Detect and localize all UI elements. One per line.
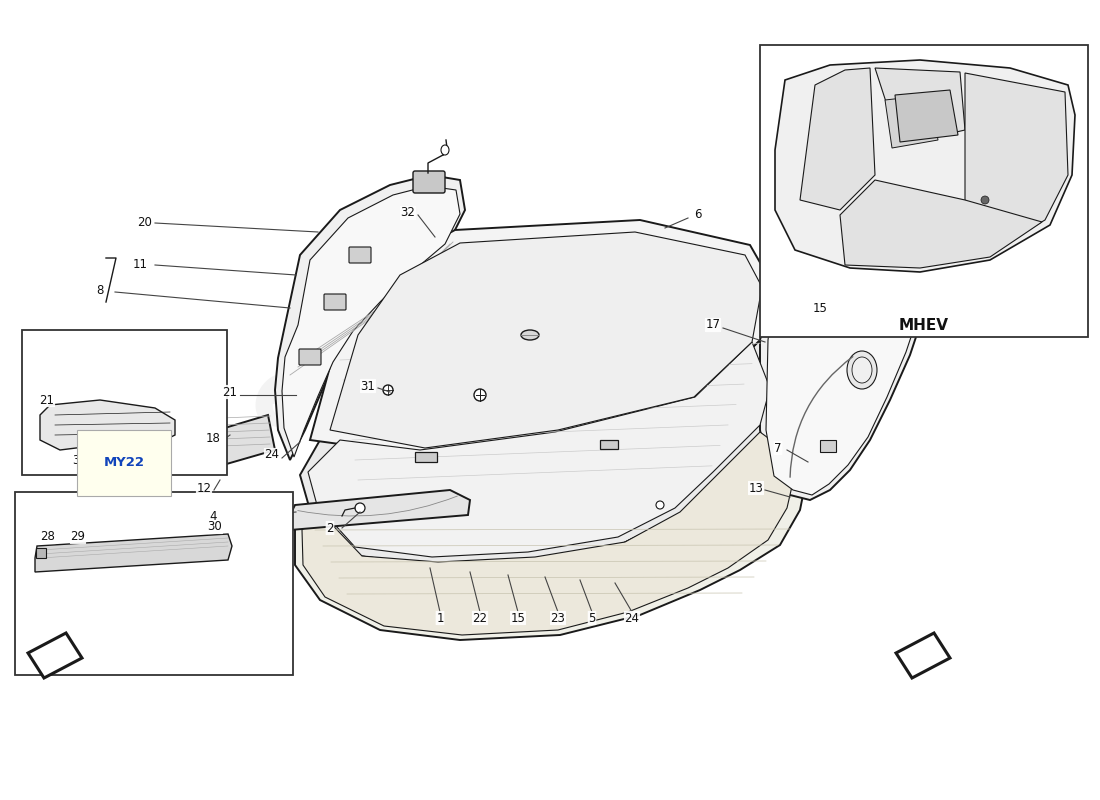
Polygon shape	[760, 205, 930, 500]
Polygon shape	[308, 342, 770, 557]
Circle shape	[656, 501, 664, 509]
Text: 5: 5	[588, 611, 596, 625]
Text: MY22: MY22	[103, 457, 144, 470]
Circle shape	[90, 435, 100, 445]
Text: 31: 31	[361, 379, 375, 393]
Bar	[820, 440, 836, 452]
Polygon shape	[965, 73, 1068, 255]
Text: 20: 20	[138, 217, 153, 230]
Polygon shape	[282, 186, 460, 457]
Circle shape	[474, 389, 486, 401]
Polygon shape	[35, 534, 232, 572]
FancyBboxPatch shape	[412, 171, 446, 193]
Text: 23: 23	[551, 611, 565, 625]
Polygon shape	[310, 220, 770, 455]
Text: 21: 21	[40, 394, 55, 406]
Text: 6: 6	[694, 209, 702, 222]
Ellipse shape	[847, 262, 902, 327]
FancyBboxPatch shape	[22, 330, 227, 475]
Text: 15: 15	[510, 611, 526, 625]
Bar	[600, 440, 618, 449]
Text: 11: 11	[132, 258, 147, 271]
Polygon shape	[886, 95, 938, 148]
FancyBboxPatch shape	[299, 349, 321, 365]
Bar	[36, 548, 46, 558]
Polygon shape	[874, 68, 965, 145]
Circle shape	[981, 196, 989, 204]
Text: 17: 17	[705, 318, 720, 331]
Text: 15: 15	[813, 302, 827, 314]
Text: eurospare: eurospare	[252, 354, 808, 446]
Text: 21: 21	[222, 386, 238, 398]
Polygon shape	[840, 180, 1042, 268]
Text: 22: 22	[473, 611, 487, 625]
Ellipse shape	[856, 272, 894, 318]
Ellipse shape	[852, 357, 872, 383]
Polygon shape	[28, 633, 82, 678]
Circle shape	[355, 503, 365, 513]
Polygon shape	[40, 400, 175, 450]
Text: 33: 33	[153, 449, 167, 462]
Polygon shape	[330, 232, 762, 448]
Text: 24: 24	[264, 449, 279, 462]
Bar	[415, 452, 437, 462]
Polygon shape	[290, 490, 470, 530]
Polygon shape	[302, 432, 798, 635]
Text: 2: 2	[327, 522, 333, 534]
Polygon shape	[218, 415, 275, 465]
Text: 7: 7	[774, 442, 782, 454]
Text: 34: 34	[73, 454, 87, 466]
Text: 28: 28	[41, 530, 55, 543]
FancyBboxPatch shape	[349, 247, 371, 263]
Text: 4: 4	[209, 510, 217, 523]
Ellipse shape	[847, 351, 877, 389]
Polygon shape	[895, 90, 958, 142]
Text: 32: 32	[400, 206, 416, 219]
Polygon shape	[300, 340, 780, 565]
FancyBboxPatch shape	[15, 492, 293, 675]
Text: 1: 1	[437, 611, 443, 625]
Polygon shape	[896, 633, 950, 678]
FancyBboxPatch shape	[760, 45, 1088, 337]
Circle shape	[383, 385, 393, 395]
Text: 29: 29	[70, 530, 86, 543]
Text: 18: 18	[206, 431, 220, 445]
Text: a passion... since 1965: a passion... since 1965	[308, 463, 692, 497]
Polygon shape	[295, 430, 810, 640]
Polygon shape	[800, 68, 874, 210]
Text: 24: 24	[625, 611, 639, 625]
Polygon shape	[275, 175, 465, 460]
Text: 8: 8	[97, 283, 103, 297]
Text: MHEV: MHEV	[899, 318, 949, 333]
Polygon shape	[776, 60, 1075, 272]
Text: 13: 13	[749, 482, 763, 494]
FancyBboxPatch shape	[324, 294, 346, 310]
Text: 30: 30	[208, 521, 222, 534]
Text: 12: 12	[197, 482, 211, 494]
Ellipse shape	[521, 330, 539, 340]
Polygon shape	[766, 213, 925, 495]
Ellipse shape	[441, 145, 449, 155]
